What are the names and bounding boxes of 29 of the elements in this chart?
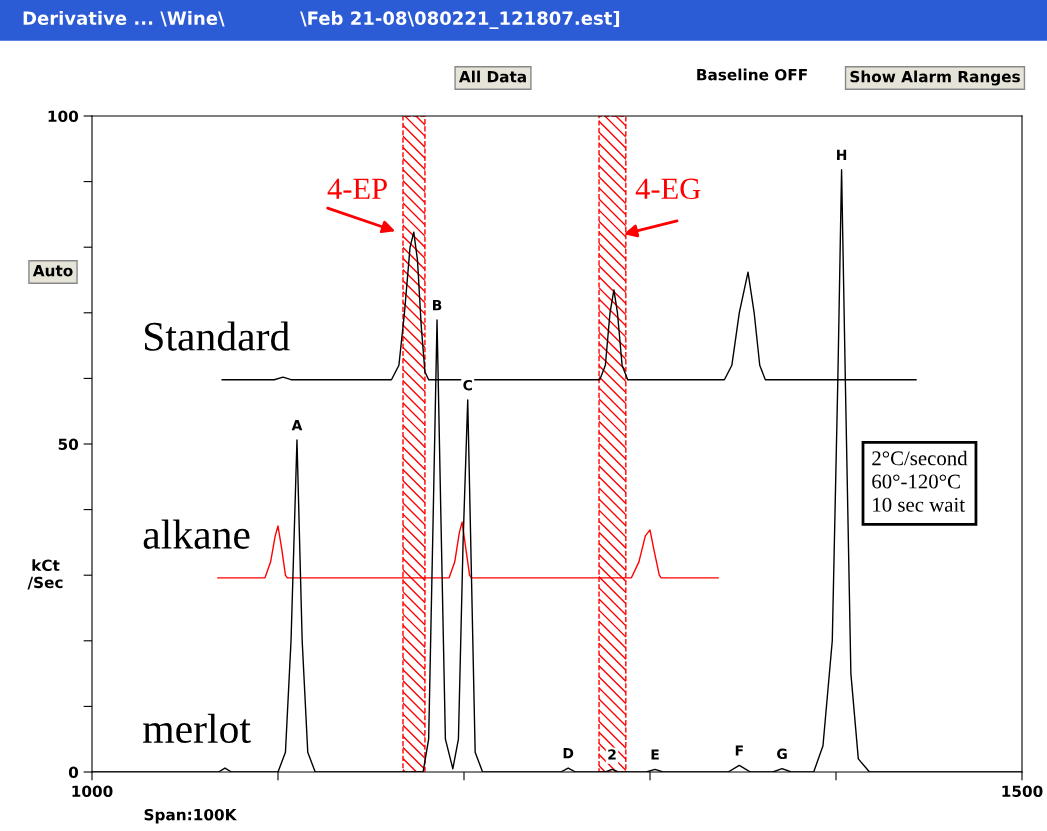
x-tick-label: 1000 xyxy=(72,785,113,798)
band-label: 4-EP xyxy=(327,178,387,199)
annotation: E xyxy=(651,749,659,760)
annotation: 2°C/second xyxy=(872,450,968,466)
text: Baseline OFF xyxy=(697,68,807,81)
y-axis-title: kCt /Sec xyxy=(27,559,63,590)
y-tick-label: 100 xyxy=(48,110,79,123)
text: Show Alarm Ranges xyxy=(850,70,1020,86)
x-tick-label: 1500 xyxy=(1002,785,1043,798)
chart-title: Derivative ... \Wine\ \Feb 21-08\080221_121807.est] xyxy=(23,11,620,29)
annotation: 60°-120°C xyxy=(872,474,960,489)
annotation: D xyxy=(563,748,574,759)
annotation: H xyxy=(837,149,847,160)
text: All Data xyxy=(458,70,526,83)
annotation: B xyxy=(433,300,442,311)
annotation: A xyxy=(291,420,303,431)
annotation: F xyxy=(735,745,743,756)
y-tick-label: 0 xyxy=(68,766,79,779)
text: Auto xyxy=(32,265,73,277)
band-label: 4-EG xyxy=(635,178,701,200)
series-label: merlot xyxy=(143,713,251,744)
series-label: Standard xyxy=(145,321,290,351)
annotation: G xyxy=(777,748,787,760)
y-tick-label: 50 xyxy=(58,438,79,451)
annotation: C xyxy=(463,379,472,391)
annotation: 10 sec wait xyxy=(873,497,965,512)
text: Span:100K xyxy=(144,808,237,824)
series-label: alkane xyxy=(143,519,250,549)
annotation: 2 xyxy=(608,749,616,760)
